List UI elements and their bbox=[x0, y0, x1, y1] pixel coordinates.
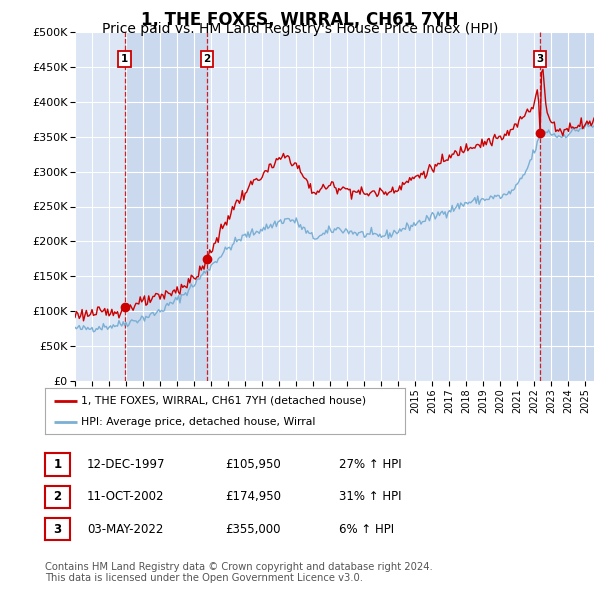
Text: 31% ↑ HPI: 31% ↑ HPI bbox=[339, 490, 401, 503]
Bar bbox=[540, 32, 594, 381]
Text: 27% ↑ HPI: 27% ↑ HPI bbox=[339, 458, 401, 471]
Text: 1, THE FOXES, WIRRAL, CH61 7YH: 1, THE FOXES, WIRRAL, CH61 7YH bbox=[141, 11, 459, 29]
Text: £355,000: £355,000 bbox=[225, 523, 281, 536]
Text: £105,950: £105,950 bbox=[225, 458, 281, 471]
Text: Price paid vs. HM Land Registry's House Price Index (HPI): Price paid vs. HM Land Registry's House … bbox=[102, 22, 498, 37]
Text: 6% ↑ HPI: 6% ↑ HPI bbox=[339, 523, 394, 536]
Text: 1: 1 bbox=[121, 54, 128, 64]
Text: Contains HM Land Registry data © Crown copyright and database right 2024.
This d: Contains HM Land Registry data © Crown c… bbox=[45, 562, 433, 584]
Text: HPI: Average price, detached house, Wirral: HPI: Average price, detached house, Wirr… bbox=[81, 417, 316, 427]
Text: 1, THE FOXES, WIRRAL, CH61 7YH (detached house): 1, THE FOXES, WIRRAL, CH61 7YH (detached… bbox=[81, 395, 366, 405]
Text: 12-DEC-1997: 12-DEC-1997 bbox=[87, 458, 166, 471]
Text: 1: 1 bbox=[53, 458, 62, 471]
Text: £174,950: £174,950 bbox=[225, 490, 281, 503]
Text: 2: 2 bbox=[53, 490, 62, 503]
Text: 11-OCT-2002: 11-OCT-2002 bbox=[87, 490, 164, 503]
Text: 3: 3 bbox=[536, 54, 544, 64]
Text: 2: 2 bbox=[203, 54, 211, 64]
Bar bbox=[125, 32, 207, 381]
Text: 3: 3 bbox=[53, 523, 62, 536]
Text: 03-MAY-2022: 03-MAY-2022 bbox=[87, 523, 163, 536]
